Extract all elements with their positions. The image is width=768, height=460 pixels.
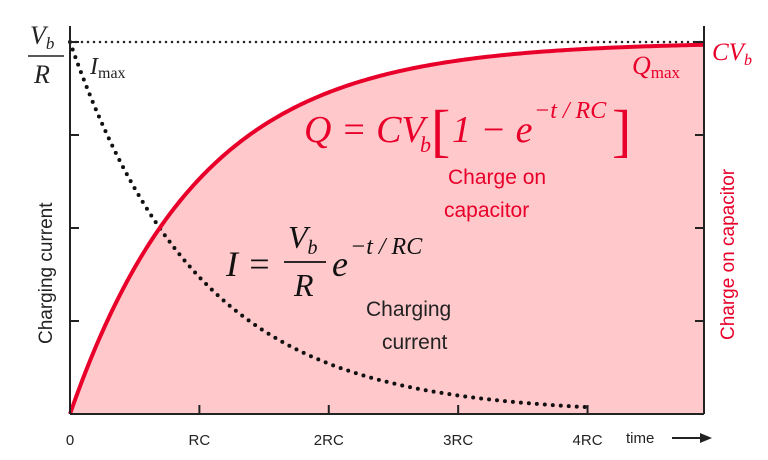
x-tick-label-1: RC	[189, 432, 211, 449]
current-equation: I = Vb R e −t / RC	[225, 219, 423, 303]
time-arrow-head	[700, 433, 712, 443]
current-equation-exponent: −t / RC	[350, 234, 423, 260]
current-equation-lhs: I =	[225, 244, 271, 284]
x-tick-label-2: 2RC	[314, 432, 344, 449]
charge-area-fill	[70, 44, 704, 415]
charge-equation-bracket-close: ]	[612, 98, 631, 163]
left-top-denominator: R	[33, 60, 50, 89]
charge-equation-inside: 1 − e	[452, 109, 533, 151]
charge-equation-bracket-open: [	[431, 98, 450, 163]
x-tick-label-0: 0	[66, 432, 74, 449]
current-caption-line1: Charging	[366, 298, 451, 321]
imax-label: Imax	[89, 54, 126, 82]
charge-equation-exponent: −t / RC	[534, 98, 607, 124]
charge-caption-line2: capacitor	[444, 199, 529, 222]
charge-equation-sub: b	[420, 132, 431, 157]
x-tick-label-4: 4RC	[573, 432, 603, 449]
left-axis-title: Charging current	[36, 202, 57, 344]
charge-curve-line	[68, 42, 705, 415]
left-top-numerator: Vb	[30, 21, 54, 53]
current-curve-line	[68, 40, 590, 410]
current-equation-denominator: R	[293, 267, 314, 303]
current-equation-e: e	[332, 244, 348, 284]
cvb-label: CVb	[712, 39, 752, 69]
charge-caption-line1: Charge on	[448, 166, 546, 189]
charge-equation-lhs: Q = CV	[304, 109, 428, 151]
qmax-label: Qmax	[632, 51, 681, 82]
charge-equation: Q = CV b [ 1 − e −t / RC ]	[304, 98, 631, 163]
x-tick-label-3: 3RC	[443, 432, 473, 449]
right-axis-title: Charge on capacitor	[718, 168, 739, 340]
time-axis-label: time	[626, 430, 654, 447]
current-caption-line2: current	[382, 331, 448, 354]
current-equation-numerator: Vb	[288, 219, 318, 259]
